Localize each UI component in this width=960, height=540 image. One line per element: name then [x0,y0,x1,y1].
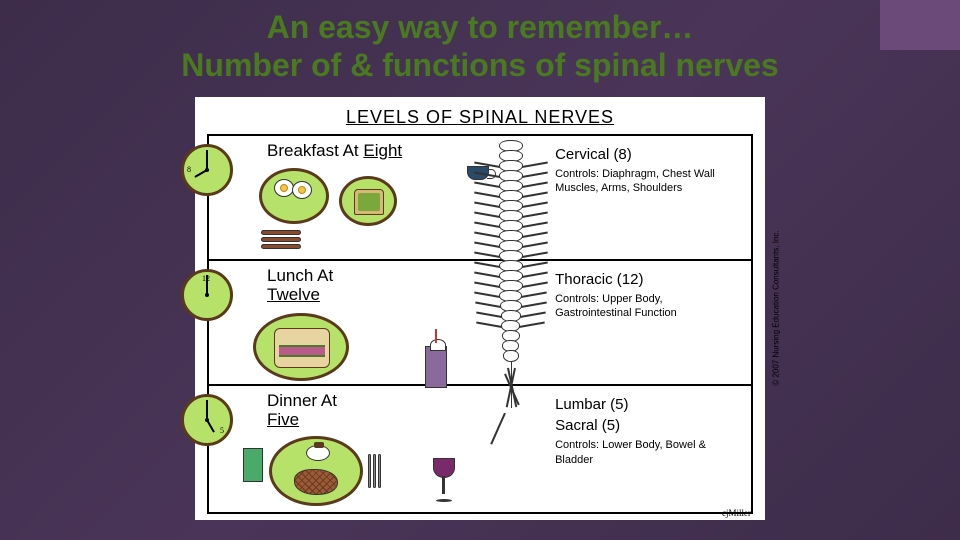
copyright-credit: © 2007 Nursing Education Consultants, In… [771,231,780,386]
title-line-2: Number of & functions of spinal nerves [181,47,778,83]
utensils-icon [367,454,382,493]
clock-8-label: 8 [187,165,191,174]
figure-title: LEVELS OF SPINAL NERVES [207,107,753,128]
thoracic-controls: Controls: Upper Body, Gastrointestinal F… [555,292,741,321]
milkshake-icon [425,346,447,388]
chart-grid: 8 Breakfast At Eight [207,134,753,514]
sandwich-icon [274,328,330,368]
lumbar-label: Lumbar (5) [555,396,741,413]
figure-panel: LEVELS OF SPINAL NERVES 8 Breakfast At E… [195,97,765,520]
sacral-label: Sacral (5) [555,417,741,434]
hour-hand [194,169,207,178]
wine-glass-icon [433,458,455,502]
clock-12: 12 [181,269,233,321]
slide-title: An easy way to remember… Number of & fun… [0,0,960,89]
clock-8: 8 [181,144,233,196]
meal-dinner-label: Dinner At Five [267,392,503,429]
eggs-plate [259,168,329,224]
left-lunch: 12 Lunch At Twelve [209,261,507,384]
row-lumbar-sacral: 5 Dinner At Five [209,386,751,511]
spine-illustration [491,142,531,510]
toast-plate [339,176,397,226]
cervical-controls: Controls: Diaphragm, Chest Wall Muscles,… [555,167,741,196]
lunch-plate [253,313,349,381]
thoracic-label: Thoracic (12) [555,271,741,288]
cervical-label: Cervical (8) [555,146,741,163]
meal-lunch-label: Lunch At Twelve [267,267,503,304]
dinner-plate [269,436,363,506]
lumbar-controls: Controls: Lower Body, Bowel & Bladder [555,438,741,467]
left-breakfast: 8 Breakfast At Eight [209,136,507,259]
minute-hand [206,275,208,295]
clock-5-label: 5 [220,426,224,435]
corner-accent [880,0,960,50]
right-lumbar: Lumbar (5) Sacral (5) Controls: Lower Bo… [507,386,751,511]
bacon-icon [261,228,301,251]
hour-hand [206,420,215,433]
napkin-utensils-icon [243,448,263,482]
minute-hand [206,400,208,420]
clock-5: 5 [181,394,233,446]
right-cervical: Cervical (8) Controls: Diaphragm, Chest … [507,136,751,259]
minute-hand [206,150,208,170]
toast-icon [354,189,384,215]
meal-breakfast-label: Breakfast At Eight [267,142,503,161]
baked-potato-icon [306,445,330,461]
title-line-1: An easy way to remember… [267,9,694,45]
steak-icon [294,469,338,495]
fried-eggs-icon [274,179,318,211]
artist-signature: cjMiller [722,508,751,518]
left-dinner: 5 Dinner At Five [209,386,507,511]
